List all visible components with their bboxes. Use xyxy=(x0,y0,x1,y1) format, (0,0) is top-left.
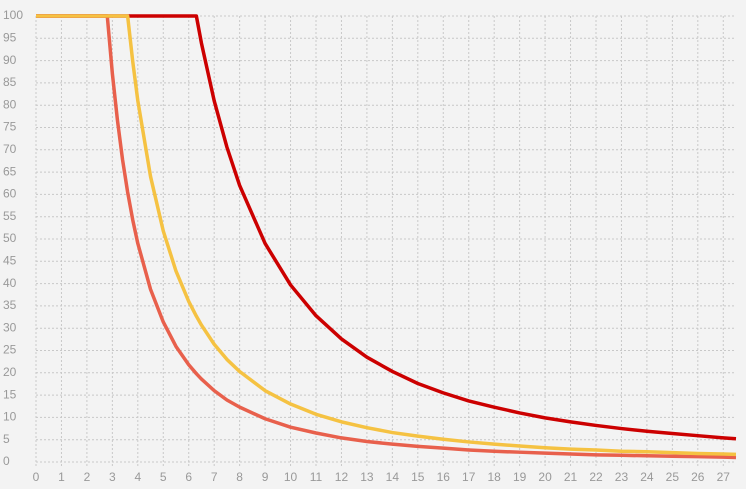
x-tick-label: 25 xyxy=(666,470,680,484)
x-tick-label: 10 xyxy=(284,470,298,484)
y-tick-label: 70 xyxy=(3,142,17,156)
x-tick-label: 16 xyxy=(437,470,451,484)
x-tick-label: 9 xyxy=(262,470,269,484)
y-tick-label: 65 xyxy=(3,164,17,178)
y-tick-label: 40 xyxy=(3,276,17,290)
x-tick-label: 27 xyxy=(717,470,731,484)
y-tick-label: 90 xyxy=(3,53,17,67)
y-tick-label: 75 xyxy=(3,120,17,134)
y-tick-label: 25 xyxy=(3,343,17,357)
x-tick-label: 22 xyxy=(589,470,603,484)
y-tick-label: 35 xyxy=(3,298,17,312)
x-tick-label: 6 xyxy=(185,470,192,484)
x-tick-label: 1 xyxy=(58,470,65,484)
x-tick-label: 13 xyxy=(360,470,374,484)
x-tick-label: 19 xyxy=(513,470,527,484)
x-tick-label: 7 xyxy=(211,470,218,484)
series-line xyxy=(36,14,737,460)
y-tick-label: 55 xyxy=(3,209,17,223)
x-tick-label: 17 xyxy=(462,470,476,484)
x-tick-label: 26 xyxy=(691,470,705,484)
x-tick-label: 11 xyxy=(310,470,323,484)
x-tick-label: 5 xyxy=(160,470,167,484)
y-tick-label: 80 xyxy=(3,97,17,111)
x-tick-label: 15 xyxy=(411,470,425,484)
y-tick-label: 100 xyxy=(3,8,23,22)
y-tick-label: 95 xyxy=(3,30,17,44)
x-tick-label: 23 xyxy=(615,470,629,484)
x-tick-label: 2 xyxy=(84,470,91,484)
x-tick-label: 14 xyxy=(386,470,400,484)
series-line xyxy=(36,14,737,457)
y-tick-label: 10 xyxy=(3,410,17,424)
x-tick-label: 3 xyxy=(109,470,116,484)
y-tick-label: 30 xyxy=(3,320,17,334)
y-tick-label: 45 xyxy=(3,253,17,267)
x-tick-label: 8 xyxy=(236,470,243,484)
y-tick-label: 60 xyxy=(3,187,17,201)
y-tick-label: 5 xyxy=(3,432,10,446)
x-tick-label: 18 xyxy=(488,470,502,484)
x-tick-label: 0 xyxy=(33,470,40,484)
x-tick-label: 24 xyxy=(640,470,654,484)
y-tick-label: 15 xyxy=(3,387,17,401)
x-tick-label: 21 xyxy=(564,470,578,484)
y-tick-label: 85 xyxy=(3,75,17,89)
y-tick-label: 50 xyxy=(3,231,17,245)
y-tick-label: 20 xyxy=(3,365,17,379)
x-tick-label: 4 xyxy=(134,470,141,484)
x-tick-label: 20 xyxy=(538,470,552,484)
x-tick-label: 12 xyxy=(335,470,349,484)
y-tick-label: 0 xyxy=(3,454,10,468)
